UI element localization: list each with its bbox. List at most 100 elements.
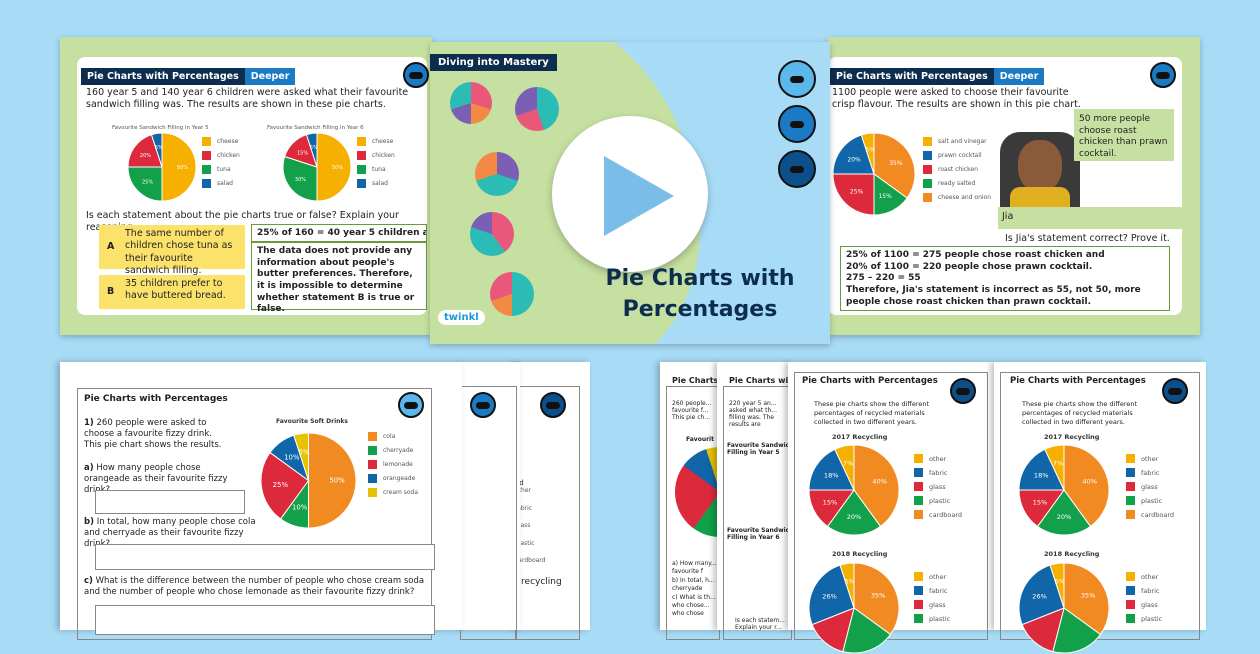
legend-swatch	[202, 165, 211, 174]
pie-slice-fabric	[1018, 564, 1065, 626]
statement-text: The same number of children chose tuna a…	[125, 228, 233, 277]
twinkl-logo: twinkl	[438, 310, 485, 325]
legend-item: glass	[1126, 600, 1162, 609]
level-badge: Deeper	[993, 68, 1045, 85]
pie-slice-label: 5%	[299, 448, 310, 456]
legend-item: cheese and onion	[923, 193, 991, 202]
legend-swatch	[914, 482, 923, 491]
answer-box-c[interactable]	[95, 605, 435, 635]
legend-label: chicken	[372, 152, 395, 159]
legend-swatch	[923, 151, 932, 160]
legend-swatch	[914, 600, 923, 609]
legend-2017: other fabric glass plastic cardboard	[914, 454, 962, 524]
legend-label: plastic	[515, 539, 535, 547]
legend-item: fabric	[914, 468, 962, 477]
answer-line: 25% of 1100 = 275 people chose roast chi…	[846, 250, 1105, 260]
pie-slice-chicken	[127, 134, 163, 168]
title-line: Pie Charts with	[605, 266, 795, 291]
pie-slice-fabric	[808, 564, 855, 626]
legend-label: cherryade	[383, 446, 414, 454]
worksheet-title: Pie Charts wi	[729, 376, 789, 385]
legend-swatch	[368, 432, 377, 441]
pie-slice-label: 15%	[878, 193, 892, 200]
pie-slice-salt-and-vinegar	[860, 132, 875, 175]
peek-questions: a) How many... favourite f b) In total, h…	[672, 560, 718, 619]
slide-card: Pie Charts with Percentages Deeper 160 ye…	[77, 57, 429, 315]
pie-slice-label: 26%	[1032, 593, 1047, 601]
legend-label: cheese	[217, 138, 239, 145]
pie-slice-other	[1044, 444, 1065, 491]
worksheet-front-left[interactable]: Pie Charts with Percentages 1) 260 peopl…	[60, 362, 462, 640]
submarine-icon	[470, 392, 496, 418]
worksheet-back-1[interactable]	[460, 362, 520, 640]
slide-header: Pie Charts with Percentages Deeper	[830, 68, 1045, 85]
legend-label: lemonade	[383, 460, 413, 468]
pie-slice-label: 5%	[865, 147, 875, 154]
worksheet-front-right[interactable]: Pie Charts with Percentages These pie ch…	[788, 362, 994, 654]
legend-2017: other fabric glass plastic cardboard	[1126, 454, 1174, 524]
legend-item: glass	[914, 600, 950, 609]
legend-swatch	[914, 454, 923, 463]
pie-slice-label: 50%	[332, 165, 343, 171]
legend-item: other	[914, 572, 950, 581]
question-number: a)	[84, 463, 94, 473]
legend-item: plastic	[914, 496, 962, 505]
pie-slice-label: 7%	[843, 460, 853, 468]
legend-swatch	[1126, 468, 1135, 477]
slide-preview-title[interactable]: Diving into Mastery Pie Charts with Perce…	[430, 42, 830, 344]
pie-slice-plastic	[1036, 489, 1092, 536]
submarine-icon	[403, 62, 429, 88]
pie-slice-cola	[308, 432, 357, 529]
legend-swatch	[914, 586, 923, 595]
legend-item: cheese	[357, 137, 395, 146]
question-number: c)	[84, 576, 93, 586]
legend-item: salad	[202, 179, 240, 188]
legend-label: fabric	[515, 504, 533, 512]
pie-slice-label: 7%	[1053, 460, 1063, 468]
legend-swatch	[923, 179, 932, 188]
legend-label: glass	[515, 522, 531, 529]
peek-text: 220 year 5 an... asked what th... fillin…	[729, 400, 777, 428]
pie-slice-salad	[305, 132, 318, 168]
legend-label: fabric	[929, 586, 948, 595]
legend-item: ready salted	[923, 179, 991, 188]
legend-item: prawn cocktail	[923, 151, 991, 160]
question-number: b)	[84, 517, 94, 527]
legend-item: cardboard	[1126, 510, 1174, 519]
slide-preview-left[interactable]: Pie Charts with Percentages Deeper 160 ye…	[60, 37, 432, 335]
pie-slice-tuna	[127, 166, 163, 202]
legend-label: cardboard	[1141, 510, 1175, 519]
worksheet-back-4[interactable]: Pie Charts wi 220 year 5 an... asked wha…	[717, 362, 794, 640]
legend-swatch	[1126, 600, 1135, 609]
legend-item: fabric	[1126, 468, 1174, 477]
legend-item: plastic	[1126, 614, 1162, 623]
question-text: This pie chart shows the results.	[84, 440, 222, 451]
legend-label: fabric	[1141, 468, 1160, 477]
pie-slice-prawn-cocktail	[832, 134, 875, 175]
pie-slice-label: 5%	[155, 145, 163, 151]
worksheet-copy-right[interactable]: Pie Charts with Percentages These pie ch…	[994, 362, 1206, 654]
peek-text: c) What is th... who chose... who chose	[672, 593, 716, 618]
play-button[interactable]	[552, 116, 708, 272]
legend-swatch	[1126, 586, 1135, 595]
answer-line: 275 – 220 = 55	[846, 273, 921, 284]
decorative-pie	[515, 87, 559, 131]
pie-slice-label: 18%	[824, 472, 839, 480]
intro-text: 1100 people were asked to choose their f…	[832, 87, 1081, 111]
pie-slice-plastic	[826, 489, 882, 536]
decorative-pie	[475, 152, 519, 196]
legend-label: glass	[929, 600, 946, 609]
pie-slice-label: 35%	[889, 160, 903, 167]
legend-swatch	[914, 510, 923, 519]
worksheet-back-3[interactable]: Pie Charts 260 people... favourite f... …	[660, 362, 765, 640]
slide-preview-right[interactable]: Pie Charts with Percentages Deeper 1100 p…	[828, 37, 1200, 335]
chart-title: 2018 Recycling	[832, 550, 888, 558]
pie-slice-cardboard	[853, 562, 900, 636]
answer-box-a[interactable]	[95, 490, 245, 514]
legend-year6: cheese chicken tuna salad	[357, 137, 395, 193]
chart-title: 2017 Recycling	[832, 433, 888, 441]
legend-swatch	[1126, 496, 1135, 505]
answer-box-b[interactable]	[95, 544, 435, 570]
peek-text: a) How many... favourite f	[672, 560, 717, 576]
